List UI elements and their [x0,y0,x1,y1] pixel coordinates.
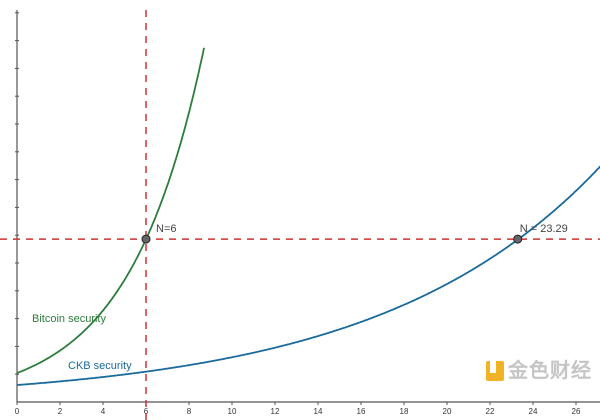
x-tick-label: 4 [101,407,106,416]
x-tick-label: 22 [486,407,495,416]
series-label-ckb: CKB security [68,360,132,372]
x-tick-label: 12 [271,407,280,416]
x-tick-label: 26 [572,407,581,416]
x-tick-label: 2 [58,407,63,416]
x-tick-label: 24 [529,407,538,416]
x-tick-label: 0 [15,407,20,416]
x-tick-label: 6 [144,407,149,416]
x-tick-label: 10 [228,407,237,416]
x-tick-label: 18 [400,407,409,416]
point-label: N=6 [156,223,177,235]
point-label: N = 23.29 [520,223,568,235]
series-label-bitcoin: Bitcoin security [32,313,106,325]
watermark: 金色财经 [486,360,592,382]
intersection-point [513,234,523,244]
watermark-logo-icon [486,361,504,381]
intersection-point [141,234,151,244]
watermark-text: 金色财经 [508,360,592,382]
x-tick-label: 8 [187,407,192,416]
series-ckb-line [17,165,600,386]
x-tick-label: 14 [314,407,323,416]
x-tick-label: 16 [357,407,366,416]
series-bitcoin-line [16,47,205,374]
x-tick-label: 20 [443,407,452,416]
